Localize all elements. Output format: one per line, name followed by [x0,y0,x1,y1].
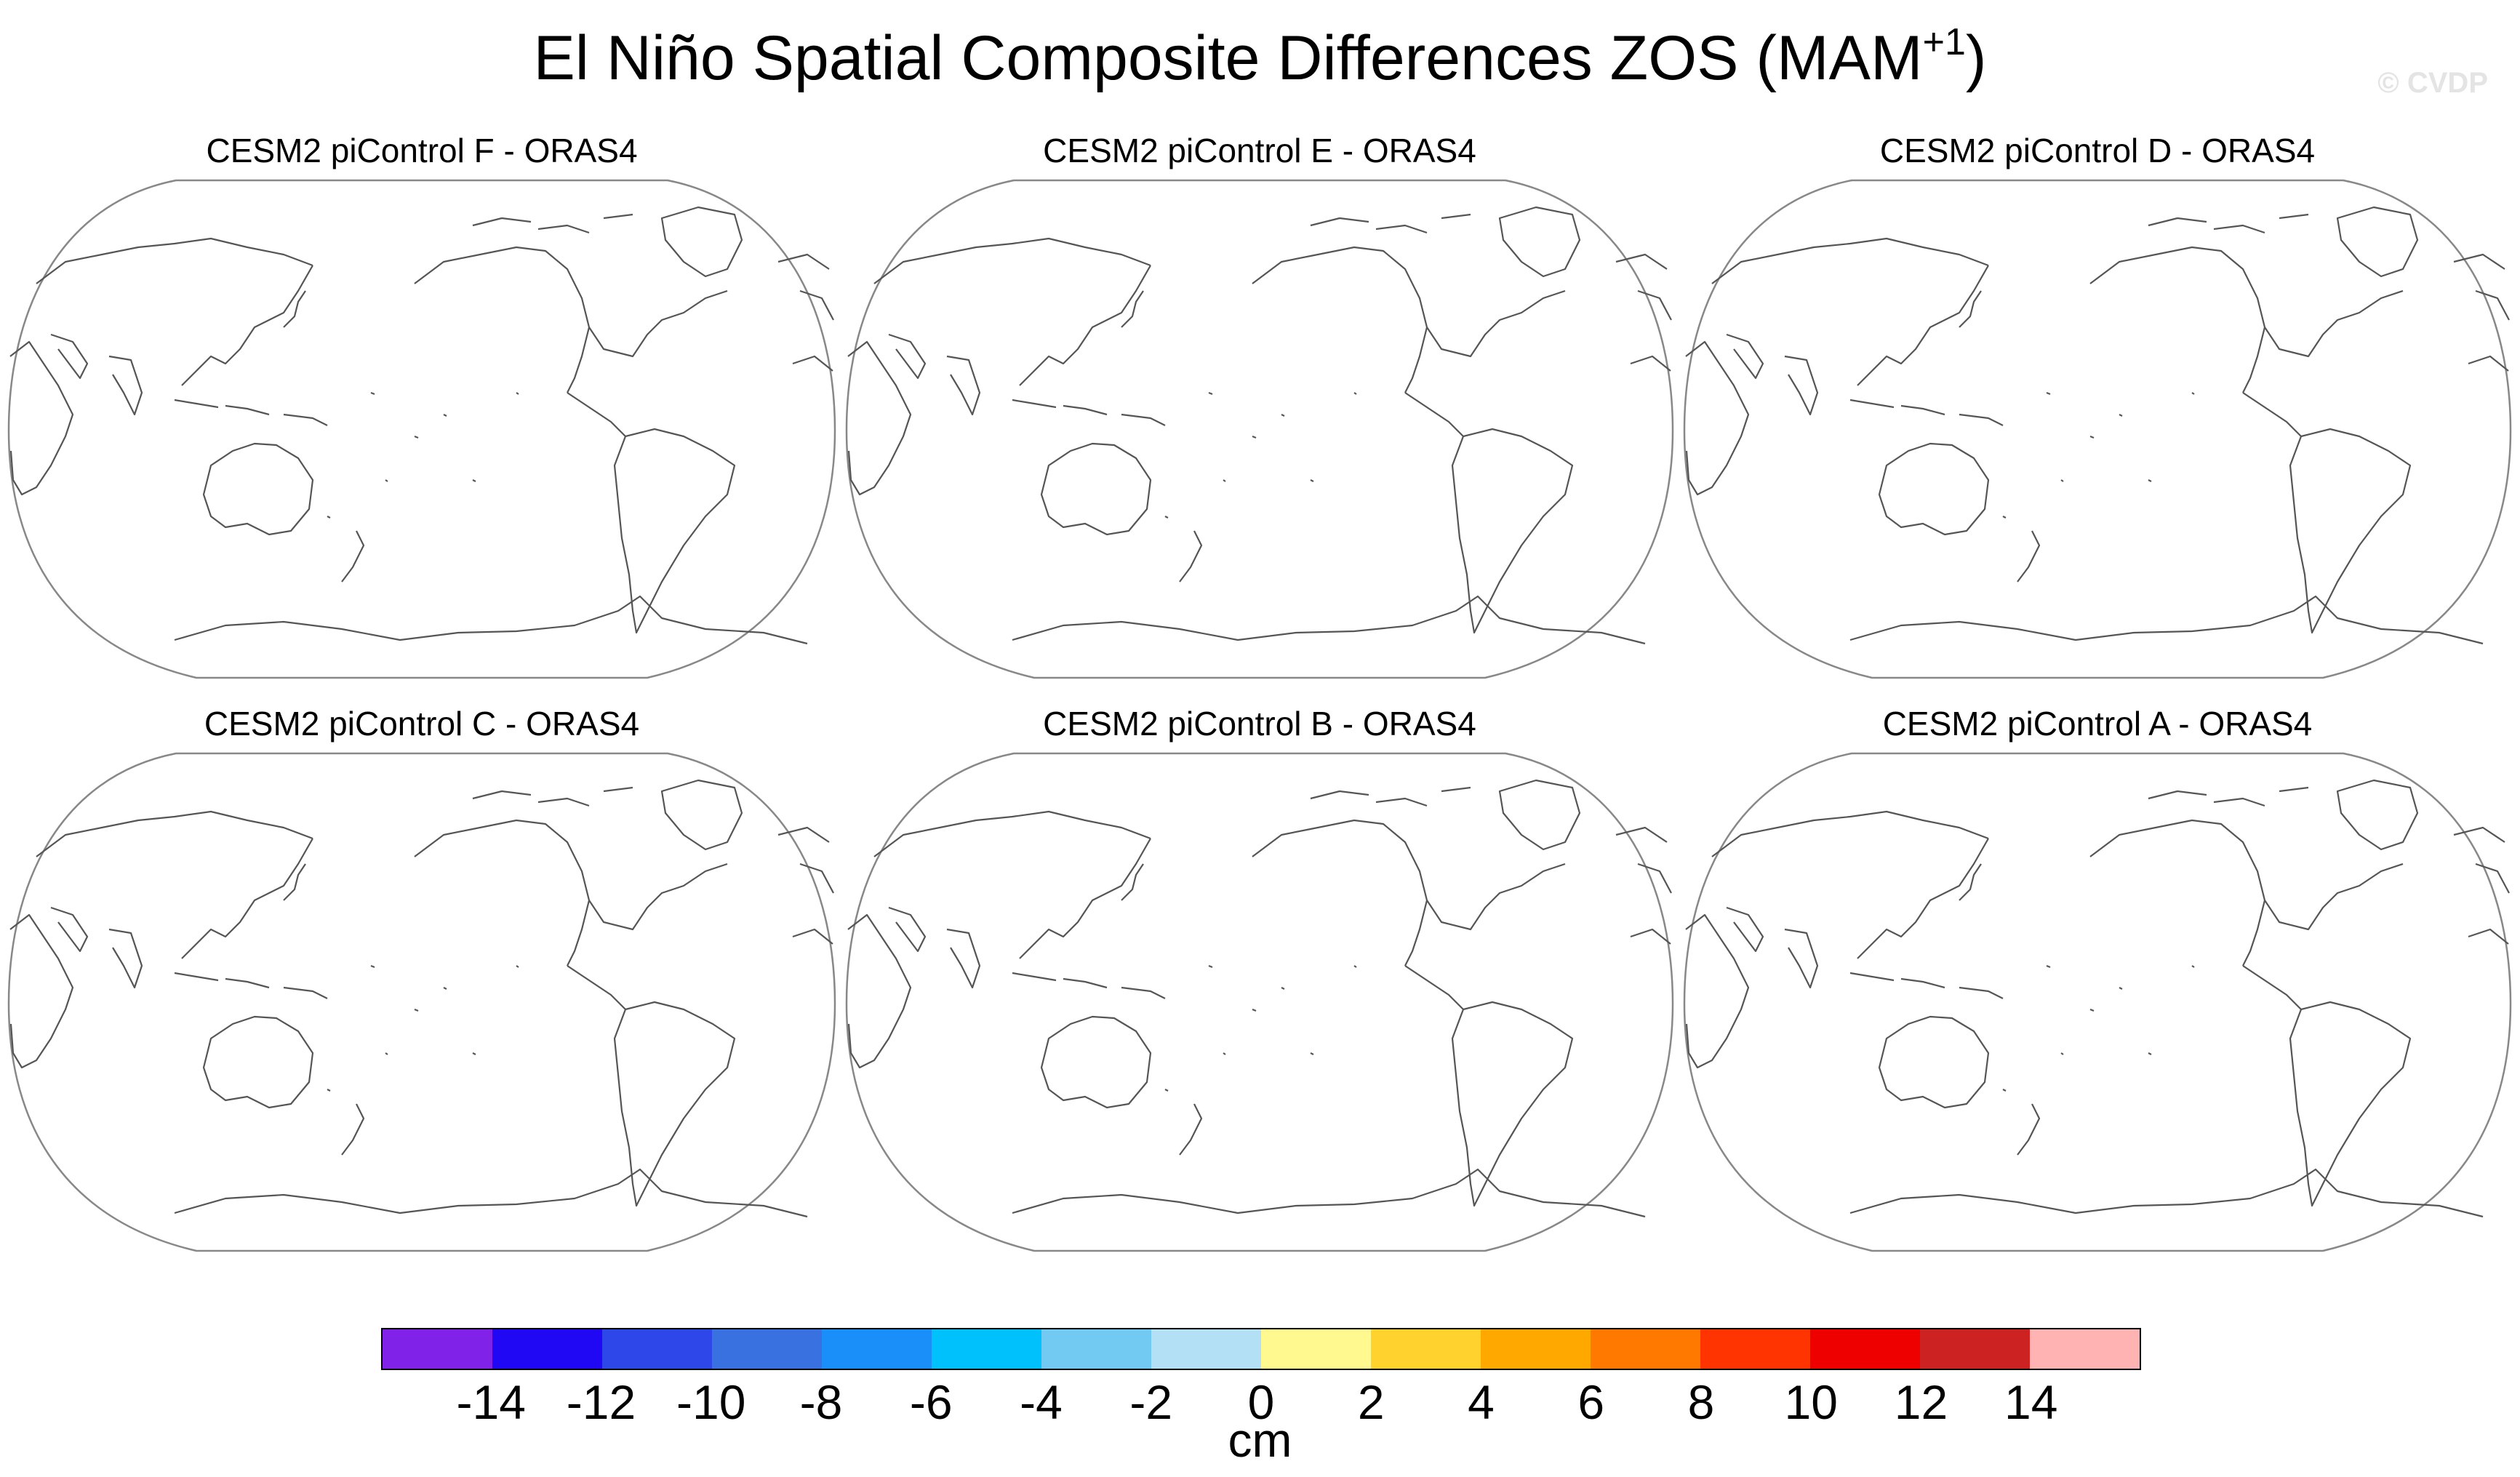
world-map [1683,752,2512,1252]
colorbar-swatch [1481,1329,1591,1369]
colorbar [381,1328,2141,1370]
panel-title: CESM2 piControl B - ORAS4 [1043,705,1476,742]
colorbar-tick-label: 12 [1894,1375,1948,1429]
colorbar-swatch [2030,1329,2140,1369]
colorbar-tick-label: 0 [1247,1375,1275,1429]
colorbar-swatch [492,1329,602,1369]
colorbar-swatch [1371,1329,1481,1369]
world-map [1683,179,2512,679]
map-panel-f: CESM2 piControl F - ORAS4 [7,131,836,691]
colorbar-swatch [1261,1329,1371,1369]
colorbar-swatch [1151,1329,1261,1369]
colorbar-tick-label: -4 [1020,1375,1063,1429]
panel-title: CESM2 piControl A - ORAS4 [1882,705,2313,742]
colorbar-swatch [712,1329,822,1369]
colorbar-swatch [1041,1329,1151,1369]
colorbar-swatch [822,1329,932,1369]
colorbar-tick-label: 14 [2004,1375,2058,1429]
colorbar-swatch [1591,1329,1700,1369]
world-map [845,752,1674,1252]
map-panel-a: CESM2 piControl A - ORAS4 [1683,704,2512,1264]
colorbar-swatch [1810,1329,1920,1369]
colorbar-swatch [1700,1329,1810,1369]
colorbar-swatch [932,1329,1041,1369]
colorbar-tick-label: -12 [566,1375,636,1429]
world-map [7,179,836,679]
panel-title: CESM2 piControl C - ORAS4 [204,705,640,742]
colorbar-tick-label: -14 [456,1375,526,1429]
colorbar-tick-label: 10 [1784,1375,1838,1429]
colorbar-swatch [602,1329,712,1369]
colorbar-swatch [383,1329,492,1369]
colorbar-swatch [1920,1329,2030,1369]
figure-title: El Niño Spatial Composite Differences ZO… [533,21,1987,93]
colorbar-unit-label: cm [1228,1413,1292,1467]
panel-title: CESM2 piControl D - ORAS4 [1879,132,2316,169]
colorbar-tick-label: -2 [1129,1375,1173,1429]
world-map [845,179,1674,679]
colorbar-tick-label: -10 [676,1375,746,1429]
panel-title: CESM2 piControl F - ORAS4 [206,132,638,169]
colorbar-tick-label: 2 [1357,1375,1385,1429]
colorbar-tick-label: 6 [1577,1375,1605,1429]
colorbar-tick-label: 4 [1468,1375,1495,1429]
cvdp-watermark: © CVDP [2377,67,2488,99]
colorbar-tick-label: -6 [909,1375,953,1429]
map-panel-b: CESM2 piControl B - ORAS4 [845,704,1674,1264]
panel-title: CESM2 piControl E - ORAS4 [1043,132,1476,169]
colorbar-tick-label: 8 [1687,1375,1715,1429]
map-panel-d: CESM2 piControl D - ORAS4 [1683,131,2512,691]
world-map [7,752,836,1252]
colorbar-ticks: -14 -12 -10 -8 -6 -4 -2 0 2 4 6 8 10 12 14 [381,1374,2141,1433]
map-panel-e: CESM2 piControl E - ORAS4 [845,131,1674,691]
map-panel-c: CESM2 piControl C - ORAS4 [7,704,836,1264]
colorbar-tick-label: -8 [799,1375,843,1429]
